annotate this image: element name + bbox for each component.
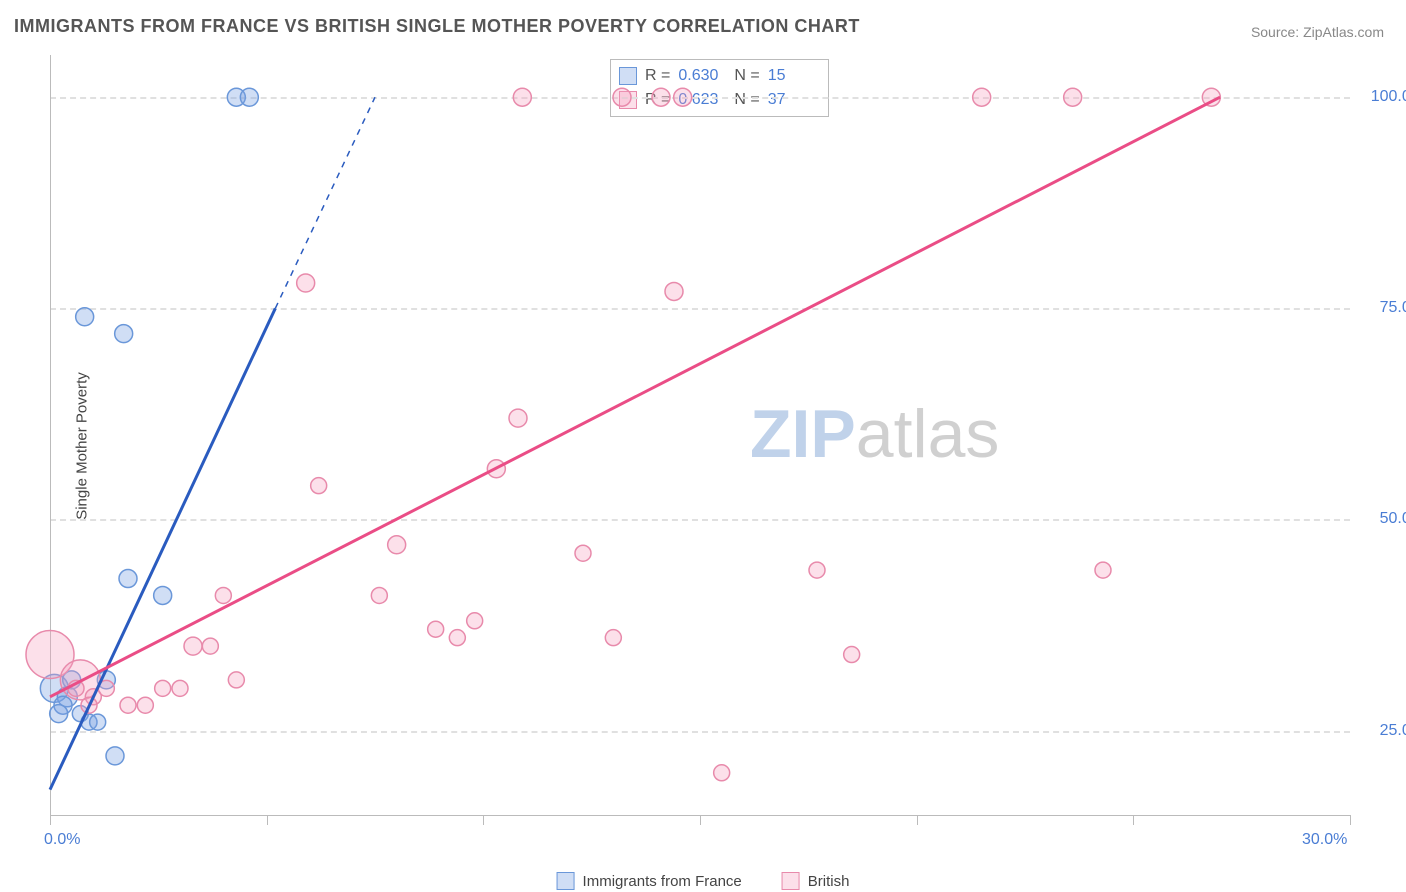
legend-item-france: Immigrants from France (557, 872, 742, 890)
data-point-france (240, 88, 258, 106)
data-point-british (184, 637, 202, 655)
data-point-british (215, 587, 231, 603)
x-tick (267, 815, 268, 825)
data-point-british (513, 88, 531, 106)
x-tick (50, 815, 51, 825)
legend-label-british: British (808, 873, 850, 890)
data-point-france (115, 325, 133, 343)
legend-swatch-british (782, 872, 800, 890)
legend-swatch-france (557, 872, 575, 890)
data-point-france (90, 714, 106, 730)
data-point-british (467, 613, 483, 629)
x-tick (1133, 815, 1134, 825)
regression-line-dash-france (275, 97, 375, 308)
legend-item-british: British (782, 872, 850, 890)
x-tick (1350, 815, 1351, 825)
data-point-british (509, 409, 527, 427)
regression-line-british (50, 97, 1220, 697)
series-legend: Immigrants from France British (557, 872, 850, 890)
y-tick-label: 25.0% (1360, 722, 1406, 740)
chart-svg-layer (50, 55, 1350, 815)
data-point-british (1064, 88, 1082, 106)
data-point-france (154, 586, 172, 604)
data-point-france (119, 570, 137, 588)
data-point-british (202, 638, 218, 654)
x-tick-label: 0.0% (44, 831, 80, 849)
data-point-british (973, 88, 991, 106)
data-point-british (605, 630, 621, 646)
data-point-british (388, 536, 406, 554)
x-tick (700, 815, 701, 825)
data-point-british (120, 697, 136, 713)
data-point-british (714, 765, 730, 781)
data-point-france (76, 308, 94, 326)
data-point-british (575, 545, 591, 561)
data-point-british (137, 697, 153, 713)
data-point-france (50, 705, 68, 723)
x-tick (917, 815, 918, 825)
legend-label-france: Immigrants from France (583, 873, 742, 890)
data-point-british (652, 88, 670, 106)
x-tick (483, 815, 484, 825)
data-point-british (311, 478, 327, 494)
data-point-british (371, 587, 387, 603)
regression-line-france (50, 308, 275, 789)
data-point-british (155, 680, 171, 696)
data-point-british (297, 274, 315, 292)
data-point-british (1095, 562, 1111, 578)
chart-plot-area: ZIPatlas R =0.630N =15R =0.623N =37 25.0… (50, 55, 1350, 815)
x-tick-label: 30.0% (1302, 831, 1347, 849)
source-attribution: Source: ZipAtlas.com (1251, 24, 1384, 40)
data-point-british (665, 282, 683, 300)
data-point-british (844, 647, 860, 663)
y-tick-label: 100.0% (1360, 88, 1406, 106)
data-point-france (106, 747, 124, 765)
data-point-british (809, 562, 825, 578)
data-point-british (613, 88, 631, 106)
y-tick-label: 75.0% (1360, 299, 1406, 317)
data-point-british (428, 621, 444, 637)
data-point-british (449, 630, 465, 646)
data-point-british (228, 672, 244, 688)
data-point-british (172, 680, 188, 696)
data-point-british (674, 88, 692, 106)
y-tick-label: 50.0% (1360, 510, 1406, 528)
chart-title: IMMIGRANTS FROM FRANCE VS BRITISH SINGLE… (14, 16, 860, 37)
